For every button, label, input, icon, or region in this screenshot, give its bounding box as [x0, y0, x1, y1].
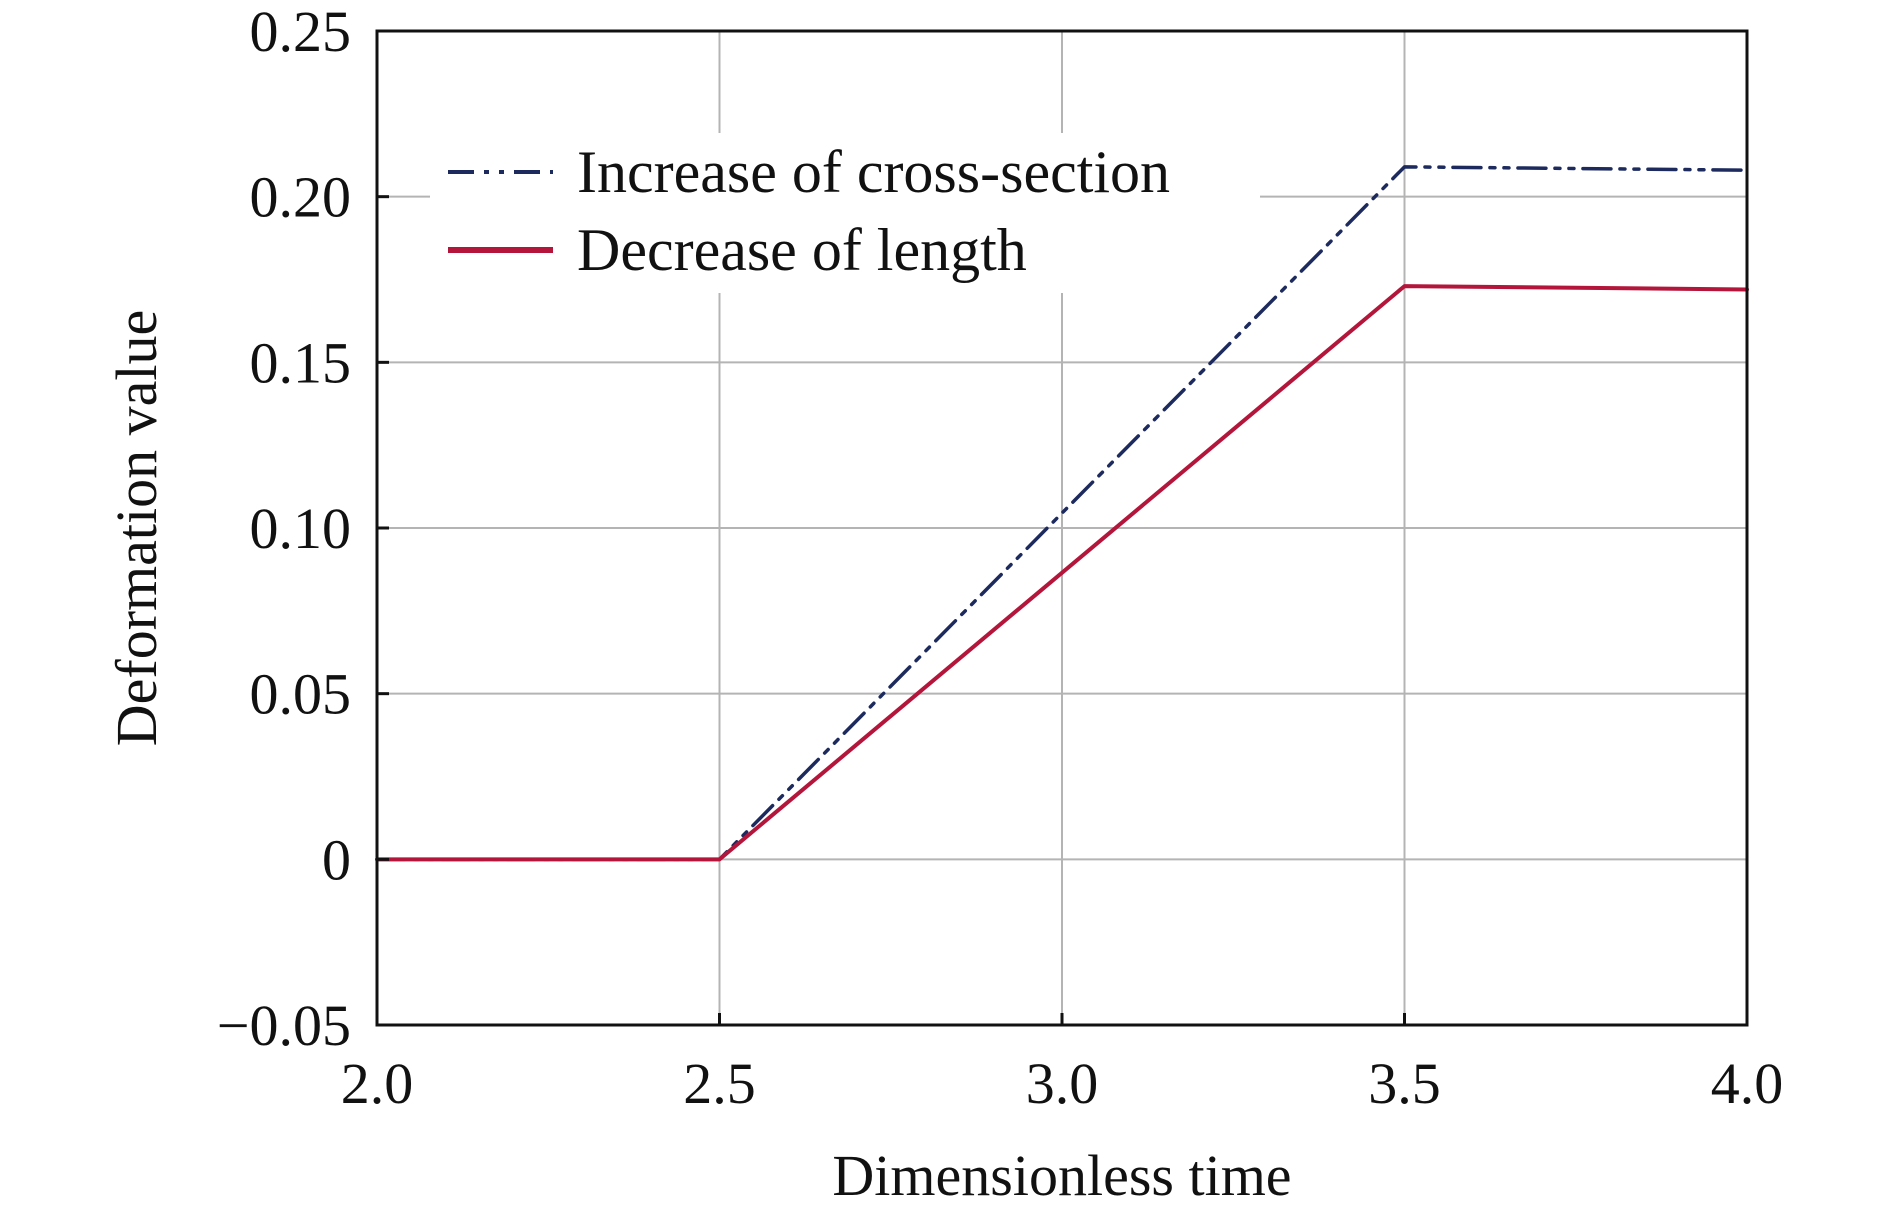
- x-tick-label: 2.0: [341, 1051, 414, 1116]
- y-tick-label: 0.25: [250, 0, 352, 64]
- legend-background: [430, 133, 1260, 293]
- y-tick-label: 0.15: [250, 330, 352, 395]
- y-tick-label: 0.05: [250, 662, 352, 727]
- legend-label-decrease-of-length: Decrease of length: [577, 217, 1027, 283]
- legend: Increase of cross-section Decrease of le…: [430, 133, 1260, 293]
- x-axis-title: Dimensionless time: [832, 1143, 1291, 1208]
- y-tick-label: 0: [322, 827, 351, 892]
- series-line-decrease-of-length: [375, 284, 1749, 862]
- y-axis-title: Deformation value: [104, 310, 169, 746]
- series-lines: [375, 165, 1749, 862]
- x-tick-label: 2.5: [683, 1051, 756, 1116]
- x-tick-label: 3.0: [1026, 1051, 1099, 1116]
- axis-ticks: 2.0 2.5 3.0 3.5 4.0 −0.05 0 0.05 0.10 0.15 0.20 0.2…: [217, 0, 1783, 1116]
- y-tick-label: −0.05: [217, 993, 351, 1058]
- x-tick-label: 4.0: [1711, 1051, 1784, 1116]
- y-tick-label: 0.10: [250, 496, 352, 561]
- legend-label-increase-of-cross-section: Increase of cross-section: [577, 139, 1170, 205]
- y-tick-label: 0.20: [250, 165, 352, 230]
- x-tick-label: 3.5: [1368, 1051, 1441, 1116]
